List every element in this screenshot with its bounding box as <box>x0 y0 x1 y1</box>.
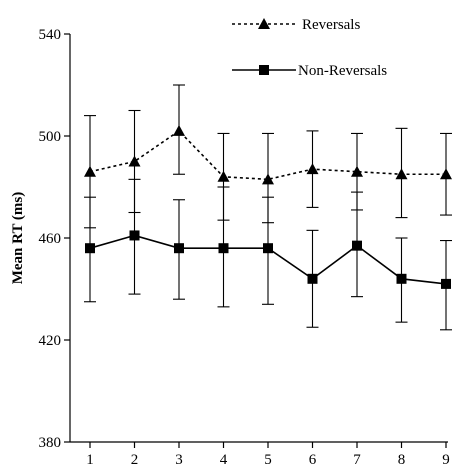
data-point <box>306 163 319 175</box>
x-tick-label: 2 <box>131 452 139 468</box>
legend-label: Non-Reversals <box>298 63 387 79</box>
data-point <box>352 240 362 251</box>
data-point <box>174 243 184 254</box>
x-axis-ticks: 1 2 3 4 5 6 7 8 9 <box>86 442 450 468</box>
data-point <box>84 165 96 177</box>
data-point <box>173 124 185 136</box>
y-axis-title: Mean RT (ms) <box>10 192 26 285</box>
data-point <box>218 243 229 254</box>
data-point <box>441 278 451 289</box>
series-layer <box>84 84 452 331</box>
data-point <box>263 243 273 254</box>
data-point <box>217 170 230 182</box>
x-tick-label: 7 <box>353 452 361 468</box>
x-tick-label: 1 <box>86 452 94 468</box>
y-tick-label: 420 <box>39 333 62 349</box>
x-tick-label: 9 <box>442 452 450 468</box>
legend-marker <box>259 65 269 75</box>
y-axis-ticks: 380 420 460 500 540 <box>39 27 70 451</box>
y-tick-label: 540 <box>39 27 62 43</box>
data-point <box>307 273 318 284</box>
x-tick-label: 5 <box>264 452 272 468</box>
x-tick-label: 6 <box>309 452 317 468</box>
data-point <box>396 273 407 284</box>
x-tick-label: 3 <box>175 452 183 468</box>
legend-marker <box>258 18 270 29</box>
x-tick-label: 4 <box>220 452 228 468</box>
data-point <box>395 168 408 180</box>
legend-entry: Non-Reversals <box>232 63 387 79</box>
y-tick-label: 460 <box>39 231 62 247</box>
series-2 <box>84 178 452 331</box>
data-point <box>262 173 274 185</box>
data-point <box>85 243 95 254</box>
legend-label: Reversals <box>302 17 360 33</box>
legend: Reversals Non-Reversals <box>232 17 387 79</box>
data-point <box>129 230 140 241</box>
data-point <box>351 165 363 177</box>
legend-entry: Reversals <box>232 17 360 33</box>
y-tick-label: 380 <box>39 435 62 451</box>
data-point <box>440 168 452 180</box>
y-tick-label: 500 <box>39 129 62 145</box>
x-tick-label: 8 <box>398 452 406 468</box>
data-point <box>128 155 141 167</box>
